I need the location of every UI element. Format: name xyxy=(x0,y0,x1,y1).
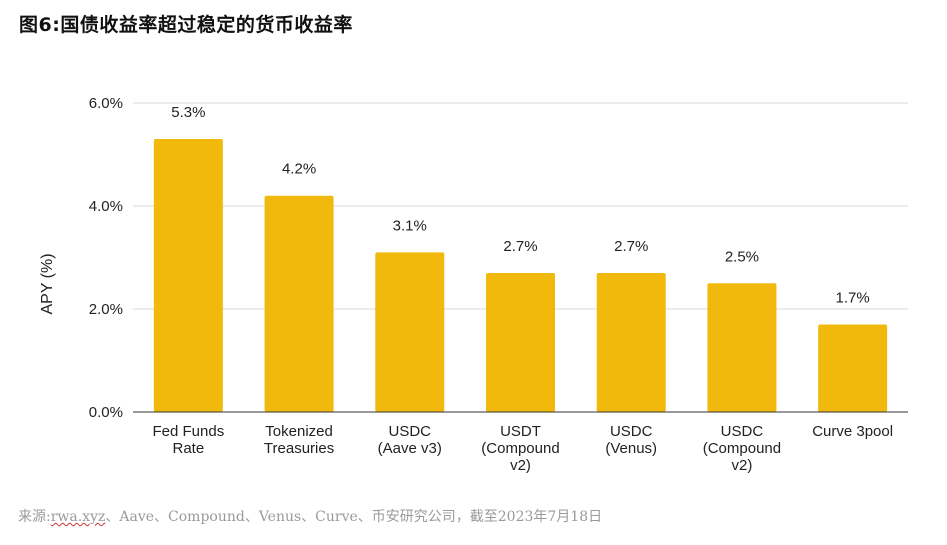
y-tick-label: 0.0% xyxy=(89,404,123,421)
bar xyxy=(264,195,334,412)
source-rest: 、Aave、Compound、Venus、Curve、币安研究公司，截至2023… xyxy=(105,509,603,525)
x-tick-label: USDC (Aave v3) xyxy=(378,423,442,457)
data-labels: 5.3% 4.2% 3.1% 2.7% 2.7% 2.5% 1.7% xyxy=(171,104,869,306)
bar xyxy=(153,139,223,413)
x-tick-label: Tokenized Treasuries xyxy=(264,423,334,457)
data-label: 4.2% xyxy=(282,161,316,178)
bars xyxy=(153,139,888,413)
source-note: 来源:rwa.xyz、Aave、Compound、Venus、Curve、币安研… xyxy=(18,506,602,526)
data-label: 5.3% xyxy=(171,104,205,121)
x-tick-label: USDC (Venus) xyxy=(605,423,657,457)
source-prefix: 来源: xyxy=(18,509,51,525)
x-tick-label: USDT (Compound v2) xyxy=(481,423,559,474)
bar xyxy=(818,324,888,412)
x-tick-label: USDC (Compound v2) xyxy=(703,423,781,474)
x-tick-label: Curve 3pool xyxy=(812,423,893,440)
bar xyxy=(486,272,555,412)
data-label: 3.1% xyxy=(393,217,427,234)
y-tick-label: 2.0% xyxy=(89,301,123,318)
data-label: 1.7% xyxy=(836,289,870,306)
y-tick-label: 4.0% xyxy=(89,198,123,215)
bar xyxy=(596,272,666,412)
data-label: 2.7% xyxy=(614,238,648,255)
y-axis-label: APY (%) xyxy=(39,253,56,314)
x-tick-label: Fed Funds Rate xyxy=(152,423,224,457)
source-link[interactable]: rwa.xyz xyxy=(50,509,106,525)
data-label: 2.5% xyxy=(725,248,759,265)
y-axis-ticks: 0.0% 2.0% 4.0% 6.0% xyxy=(89,95,123,421)
bar xyxy=(707,283,777,412)
x-axis-ticks: Fed Funds Rate Tokenized Treasuries USDC (Aav… xyxy=(152,423,893,474)
y-tick-label: 6.0% xyxy=(89,95,123,112)
data-label: 2.7% xyxy=(503,238,537,255)
chart-title: 图6:国债收益率超过稳定的货币收益率 xyxy=(19,14,353,36)
bar xyxy=(375,252,445,412)
